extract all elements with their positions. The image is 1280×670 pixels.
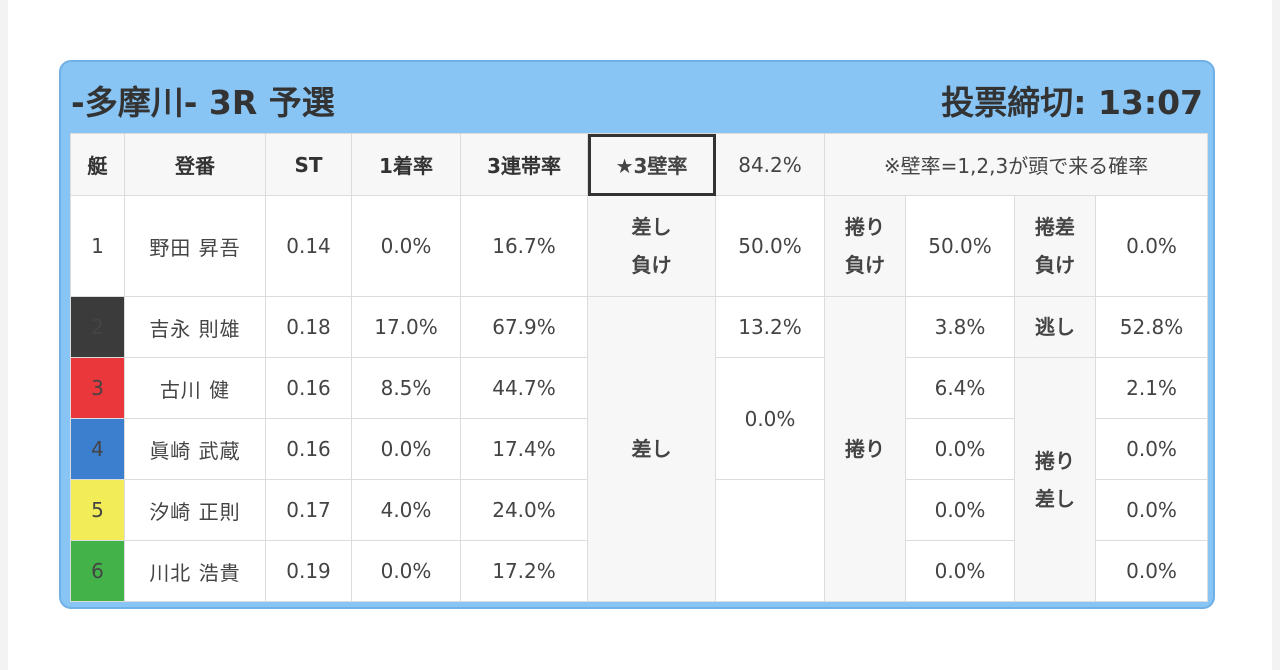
header-st: ST (265, 133, 352, 196)
label-makusashi-make-line1: 捲差 (1035, 215, 1075, 239)
header-top3-rate: 3連帯率 (460, 133, 588, 196)
value-makurisashi: 2.1% (1094, 357, 1209, 419)
race-card: -多摩川- 3R 予選 投票締切: 13:07 艇 登番 ST 1着率 3連帯率… (59, 60, 1215, 609)
race-header: -多摩川- 3R 予選 投票締切: 13:07 (61, 62, 1213, 136)
value-makuri: 0.0% (905, 540, 1015, 602)
boat-number: 3 (70, 357, 125, 419)
racer-name: 眞崎 武蔵 (124, 418, 266, 480)
racer-win-rate: 0.0% (351, 418, 461, 480)
racer-name: 吉永 則雄 (124, 296, 266, 358)
table-row: 1 野田 昇吾 0.14 0.0% 16.7% 差し 負け 50.0% 捲り 負… (70, 195, 1209, 297)
label-makurisashi-line2: 差し (1035, 486, 1075, 511)
race-stats-table: 艇 登番 ST 1着率 3連帯率 ★3壁率 84.2% ※壁率=1,2,3が頭で… (70, 133, 1209, 602)
racer-top3-rate: 16.7% (460, 195, 588, 297)
label-makuri-make-line1: 捲り (845, 215, 885, 239)
label-makusashi-make-line2: 負け (1035, 253, 1075, 277)
label-makurisashi: 捲り 差し (1014, 357, 1096, 602)
label-sashi-make-line1: 差し (631, 215, 672, 239)
value-makuri: 3.8% (905, 296, 1015, 358)
racer-top3-rate: 24.0% (460, 479, 588, 541)
racer-st: 0.19 (265, 540, 352, 602)
header-wall-rate: ★3壁率 (587, 133, 716, 196)
value-makuri-make: 50.0% (905, 195, 1015, 297)
racer-top3-rate: 67.9% (460, 296, 588, 358)
value-makurisashi: 0.0% (1094, 418, 1209, 480)
label-sashi: 差し (587, 296, 716, 602)
table-row: 5 汐崎 正則 0.17 4.0% 24.0% 0.0% 0.0% (70, 479, 1209, 602)
racer-st: 0.14 (265, 195, 352, 297)
racer-st: 0.18 (265, 296, 352, 358)
label-makuri-make-line2: 負け (845, 253, 885, 277)
voting-deadline: 投票締切: 13:07 (941, 83, 1203, 122)
value-makuri: 0.0% (905, 418, 1015, 480)
racer-name: 野田 昇吾 (124, 195, 266, 297)
header-win-rate: 1着率 (351, 133, 461, 196)
racer-st: 0.16 (265, 418, 352, 480)
boat-number: 2 (70, 296, 125, 358)
table-row: 6 川北 浩貴 0.19 0.0% 17.2% 0.0% 0.0% (70, 540, 1209, 602)
racer-top3-rate: 17.2% (460, 540, 588, 602)
header-boat: 艇 (70, 133, 125, 196)
value-makuri: 6.4% (905, 357, 1015, 419)
label-makusashi-make: 捲差 負け (1014, 195, 1096, 297)
table-header-row: 艇 登番 ST 1着率 3連帯率 ★3壁率 84.2% ※壁率=1,2,3が頭で… (70, 133, 1209, 196)
value-makusashi-make: 0.0% (1094, 195, 1209, 297)
racer-win-rate: 8.5% (351, 357, 461, 419)
value-sashi-r3-r4: 0.0% (715, 357, 825, 480)
racer-win-rate: 0.0% (351, 540, 461, 602)
value-makurisashi: 0.0% (1094, 479, 1209, 541)
table-row: 2 吉永 則雄 0.18 17.0% 67.9% 差し 13.2% 捲り 3.8… (70, 296, 1209, 602)
value-sashi: 13.2% (715, 296, 825, 358)
label-sashi-make-line2: 負け (631, 253, 672, 277)
boat-number: 1 (70, 195, 125, 297)
wall-rate-note: ※壁率=1,2,3が頭で来る確率 (823, 133, 1209, 196)
racer-top3-rate: 17.4% (460, 418, 588, 480)
racer-st: 0.17 (265, 479, 352, 541)
wall-rate-value: 84.2% (715, 133, 825, 196)
table-row: 3 古川 健 0.16 8.5% 44.7% 0.0% 6.4% 捲り 差し 2… (70, 357, 1209, 602)
label-makuri-make: 捲り 負け (824, 195, 906, 297)
value-makuri: 0.0% (905, 479, 1015, 541)
header-reg: 登番 (124, 133, 266, 196)
label-nige: 逃し (1014, 296, 1096, 358)
racer-win-rate: 4.0% (351, 479, 461, 541)
label-sashi-make: 差し 負け (587, 195, 716, 297)
value-sashi-make: 50.0% (715, 195, 825, 297)
boat-number: 6 (70, 540, 125, 602)
label-makurisashi-line1: 捲り (1035, 448, 1075, 473)
boat-number: 4 (70, 418, 125, 480)
value-makurisashi: 0.0% (1094, 540, 1209, 602)
boat-number: 5 (70, 479, 125, 541)
racer-name: 汐崎 正則 (124, 479, 266, 541)
race-title: -多摩川- 3R 予選 (71, 83, 335, 122)
value-nige: 52.8% (1094, 296, 1209, 358)
racer-win-rate: 17.0% (351, 296, 461, 358)
value-sashi-empty (715, 479, 825, 602)
racer-top3-rate: 44.7% (460, 357, 588, 419)
racer-name: 古川 健 (124, 357, 266, 419)
racer-win-rate: 0.0% (351, 195, 461, 297)
racer-st: 0.16 (265, 357, 352, 419)
label-makuri: 捲り (824, 296, 906, 602)
racer-name: 川北 浩貴 (124, 540, 266, 602)
